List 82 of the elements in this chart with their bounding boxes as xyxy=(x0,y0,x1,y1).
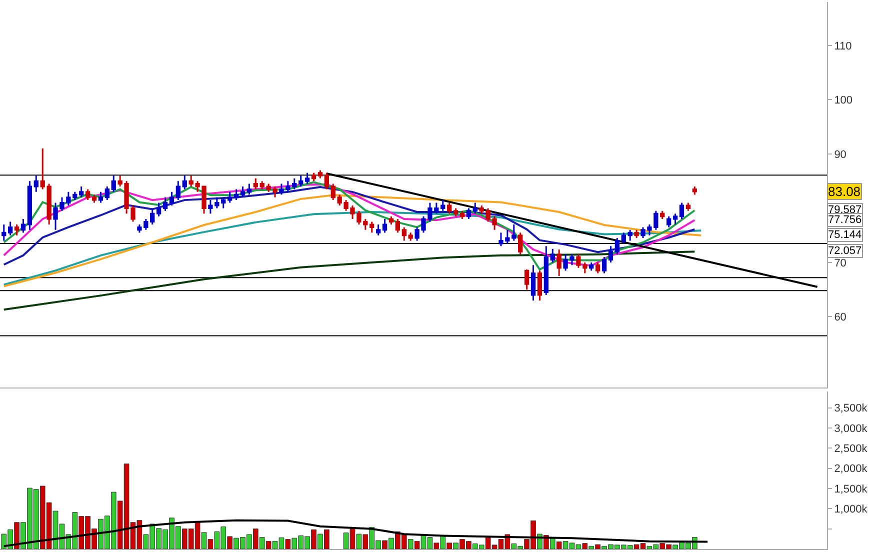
candlestick xyxy=(156,202,162,218)
candlestick xyxy=(324,172,329,190)
candlestick xyxy=(402,226,406,242)
candlestick xyxy=(608,245,614,264)
candlestick xyxy=(692,186,697,196)
line-series xyxy=(2,250,696,311)
candlestick xyxy=(246,183,252,196)
candlestick xyxy=(111,174,116,193)
candlestick xyxy=(550,248,555,264)
candlestick xyxy=(311,172,316,182)
candlestick xyxy=(686,202,691,212)
candlestick xyxy=(660,210,665,220)
candlestick xyxy=(169,191,174,206)
candlestick xyxy=(518,232,523,256)
candlestick xyxy=(330,183,336,201)
candlestick xyxy=(666,216,672,228)
candlestick xyxy=(672,212,678,226)
annotation: 83.08 xyxy=(828,184,861,199)
candlestick xyxy=(162,196,168,212)
candlestick xyxy=(634,229,639,239)
candlestick xyxy=(27,180,32,231)
candlestick xyxy=(34,174,38,193)
y-tick-label: 3,500k xyxy=(834,402,868,415)
candlestick xyxy=(318,169,323,180)
line-series xyxy=(2,194,702,288)
candlestick xyxy=(20,218,26,234)
candlestick xyxy=(524,268,530,290)
candlestick xyxy=(2,224,6,242)
candlestick xyxy=(182,174,187,190)
candlestick xyxy=(679,202,684,220)
candlestick xyxy=(614,237,620,256)
candlestick xyxy=(537,270,542,302)
candlestick xyxy=(595,262,600,274)
candlestick xyxy=(14,224,20,236)
candlestick xyxy=(453,207,458,218)
candlestick xyxy=(104,186,110,201)
candlestick xyxy=(376,224,381,236)
candlestick xyxy=(447,202,452,214)
candlestick xyxy=(304,172,310,185)
y-tick-label: 2,500k xyxy=(834,442,868,455)
y-tick-label: 70 xyxy=(834,257,846,270)
annotation: 79.587 xyxy=(828,204,862,216)
candlestick xyxy=(79,186,84,198)
candlestick xyxy=(298,174,304,188)
candlestick xyxy=(388,216,394,226)
candlestick xyxy=(228,191,232,204)
candlestick xyxy=(234,188,239,201)
candlestick xyxy=(395,218,400,234)
candlestick xyxy=(253,178,258,190)
y-tick-label: 3,000k xyxy=(834,422,868,435)
line-series xyxy=(2,211,702,286)
annotation: 72.057 xyxy=(828,245,862,257)
y-tick-label: 60 xyxy=(834,312,846,324)
annotation: 75.144 xyxy=(828,229,862,241)
candlestick xyxy=(85,188,90,201)
candlestick xyxy=(602,256,607,274)
y-tick-label: 90 xyxy=(834,148,846,161)
y-tick-label: 1,000k xyxy=(834,504,868,516)
candlestick xyxy=(466,207,472,220)
candlestick xyxy=(530,264,536,302)
y-tick-label: 110 xyxy=(834,40,852,52)
candlestick xyxy=(98,191,104,204)
candlestick xyxy=(408,232,413,242)
candlestick xyxy=(589,262,594,272)
candlestick xyxy=(460,210,465,220)
candlestick xyxy=(382,218,388,234)
candlestick xyxy=(472,202,478,214)
y-tick-label: 2,000k xyxy=(834,463,868,476)
candlestick xyxy=(176,180,181,201)
candlestick xyxy=(150,207,155,226)
candlestick xyxy=(240,186,246,198)
annotation: 77.756 xyxy=(828,214,862,226)
candlestick xyxy=(544,245,548,296)
line-series xyxy=(2,519,709,548)
y-tick-label: 1,500k xyxy=(834,483,868,496)
candlestick xyxy=(556,248,562,277)
candlestick xyxy=(628,229,632,242)
candlestick xyxy=(8,221,13,236)
y-tick-label: 100 xyxy=(834,94,853,107)
candlestick xyxy=(621,232,626,244)
candlestick xyxy=(370,221,374,234)
candlestick xyxy=(92,194,97,204)
